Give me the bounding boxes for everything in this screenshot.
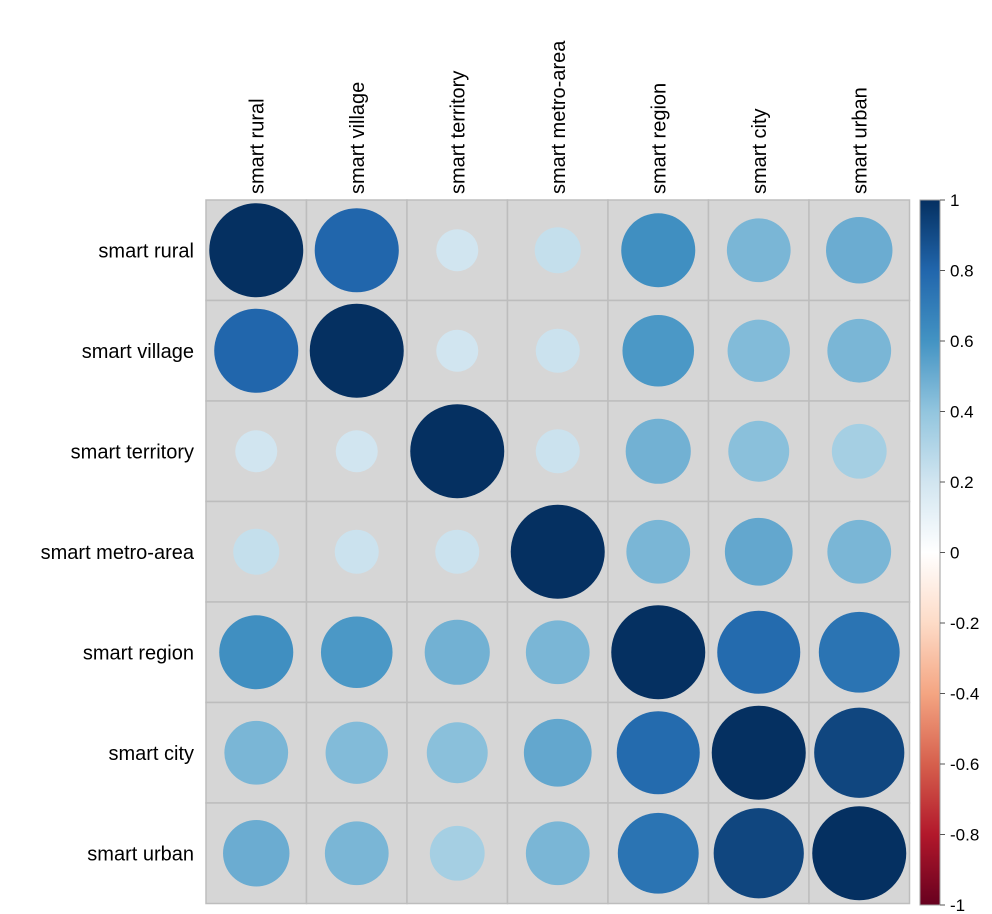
row-labels: smart rural smart village smart territory s… — [41, 240, 195, 865]
correlation-circle — [826, 217, 893, 284]
correlation-circle — [535, 328, 580, 373]
correlation-circles — [209, 203, 907, 901]
correlation-circle — [334, 529, 379, 574]
correlation-circle — [812, 806, 907, 901]
row-label: smart village — [82, 341, 194, 363]
colorbar-tick-label: 0 — [950, 544, 959, 563]
colorbar-tick-label: -0.8 — [950, 826, 979, 845]
column-label: smart city — [749, 108, 771, 194]
colorbar-tick-label: 1 — [950, 191, 959, 210]
correlation-circle — [814, 707, 905, 798]
colorbar-tick-label: 0.8 — [950, 262, 974, 281]
correlation-circle — [335, 430, 378, 473]
column-label: smart metro-area — [548, 40, 570, 194]
correlation-circle — [235, 430, 278, 473]
correlation-circle — [309, 303, 404, 398]
correlation-circle — [214, 308, 299, 393]
correlation-circle — [626, 519, 691, 584]
colorbar-ticks: 1 0.8 0.6 0.4 0.2 0 -0.2 -0.4 -0.6 -0.8 -1 — [940, 191, 979, 914]
row-label: smart urban — [87, 843, 194, 865]
correlation-circle — [622, 314, 695, 387]
column-labels: smart rural smart village smart territory s… — [246, 40, 871, 194]
correlation-circle — [233, 528, 280, 575]
row-label: smart region — [83, 642, 194, 664]
correlation-circle — [429, 825, 485, 881]
colorbar-tick-label: -1 — [950, 896, 965, 914]
correlation-circle — [611, 605, 706, 700]
correlation-circle — [831, 423, 887, 479]
row-label: smart city — [108, 743, 194, 765]
row-label: smart rural — [98, 240, 194, 262]
correlation-circle — [617, 812, 699, 894]
correlation-circle — [727, 319, 790, 382]
correlation-circle — [435, 529, 480, 574]
column-label: smart rural — [246, 98, 268, 194]
correlation-circle — [713, 808, 804, 899]
correlation-circle — [534, 227, 581, 274]
colorbar — [919, 199, 941, 906]
column-label: smart territory — [447, 71, 469, 194]
colorbar-tick-label: -0.6 — [950, 755, 979, 774]
correlation-circle — [525, 821, 590, 886]
correlation-circle — [314, 208, 399, 293]
correlation-circle — [818, 611, 900, 693]
colorbar-tick-label: -0.4 — [950, 685, 979, 704]
correlation-circle — [209, 203, 304, 298]
correlation-circle — [621, 213, 696, 288]
correlation-circle — [711, 705, 806, 800]
matrix-cell — [205, 500, 308, 603]
correlation-circle — [827, 519, 892, 584]
column-label: smart region — [648, 83, 670, 194]
correlation-circle — [724, 517, 793, 586]
correlation-circle — [436, 229, 479, 272]
correlation-circle — [616, 711, 700, 795]
matrix-cell — [808, 299, 911, 402]
correlation-circle — [325, 721, 388, 784]
correlation-circle — [525, 620, 590, 685]
correlation-circle — [219, 615, 294, 690]
correlation-circle — [726, 218, 791, 283]
correlation-circle — [410, 404, 505, 499]
correlation-circle — [523, 718, 592, 787]
colorbar-tick-label: 0.2 — [950, 473, 974, 492]
correlation-circle — [223, 820, 290, 887]
column-label: smart urban — [849, 87, 871, 194]
colorbar-tick-label: -0.2 — [950, 614, 979, 633]
correlation-circle — [424, 619, 490, 685]
colorbar-tick-label: 0.6 — [950, 332, 974, 351]
correlation-circle — [436, 329, 479, 372]
row-label: smart territory — [71, 441, 194, 463]
correlation-circle — [827, 318, 892, 383]
correlation-circle — [224, 720, 289, 785]
correlation-circle — [324, 821, 389, 886]
correlation-circle — [625, 418, 691, 484]
correlation-circle — [717, 610, 801, 694]
correlation-circle — [535, 429, 580, 474]
column-label: smart village — [347, 82, 369, 194]
correlation-circle — [320, 616, 393, 689]
correlation-circle — [426, 722, 488, 784]
correlation-circle — [728, 420, 790, 482]
correlation-circle — [510, 504, 605, 599]
colorbar-gradient — [919, 199, 941, 906]
colorbar-tick-label: 0.4 — [950, 403, 974, 422]
row-label: smart metro-area — [41, 542, 195, 564]
